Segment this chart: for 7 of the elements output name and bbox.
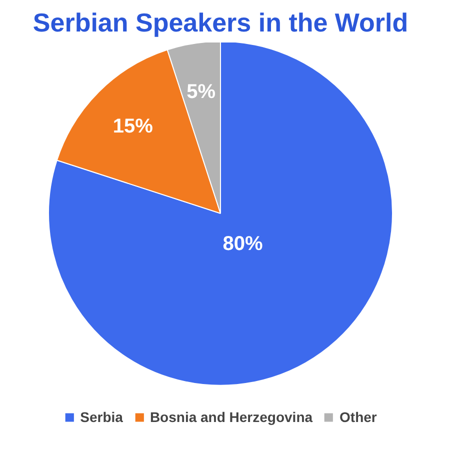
legend-label: Bosnia and Herzegovina <box>150 409 313 425</box>
data-label: 5% <box>186 80 216 103</box>
data-label: 80% <box>222 232 263 255</box>
chart-title: Serbian Speakers in the World <box>32 8 408 38</box>
data-label: 15% <box>112 115 154 138</box>
legend-label: Serbia <box>80 409 123 425</box>
legend-label: Other <box>340 409 377 425</box>
